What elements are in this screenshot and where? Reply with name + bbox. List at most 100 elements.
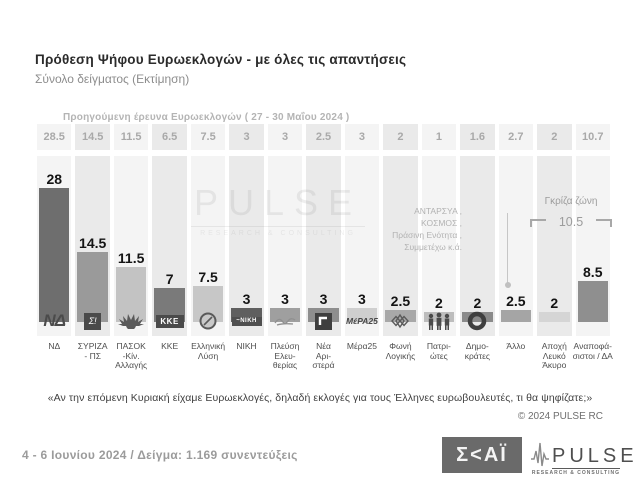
column-stripe: [460, 156, 495, 336]
column-stripe: [421, 156, 457, 336]
party-column: 1.6 2 Δημο- κράτες: [458, 110, 496, 382]
pulse-logo-word: PULSE: [552, 445, 638, 467]
party-column: 10.7 8.5 Αναποφά- σιστοι / ΔΑ: [572, 110, 613, 382]
pulse-logo-subtitle: RESEARCH & CONSULTING: [531, 470, 620, 476]
party-column: 1 2 Πατρι- ώτες: [420, 110, 458, 382]
grey-zone-bracket: 10.5: [530, 215, 612, 229]
party-column: 3 3 MέPA25 Μέρα25: [343, 110, 381, 382]
grey-zone-value: 10.5: [558, 215, 584, 229]
party-bar: [346, 308, 378, 322]
previous-survey-value: 2: [383, 124, 418, 150]
party-label: Νέα Αρι- στερά: [312, 341, 335, 370]
column-stripe: [267, 156, 303, 336]
previous-survey-value: 1.6: [460, 124, 495, 150]
previous-survey-value: 6.5: [152, 124, 187, 150]
skai-logo: Σ<ΑΪ: [442, 437, 522, 473]
bar-value-label: 2: [434, 295, 443, 311]
previous-survey-value: 3: [229, 124, 264, 150]
previous-survey-value: 7.5: [190, 124, 226, 150]
page-subtitle: Σύνολο δείγματος (Εκτίμηση): [35, 72, 190, 86]
mera25-logo: MέPA25: [346, 316, 378, 326]
party-column: 2 2.5 Φωνή Λογικής: [381, 110, 419, 382]
niki-logo: ~ΝΙΚΗ: [227, 308, 265, 334]
bar-value-label: 11.5: [117, 250, 145, 266]
bar-value-label: 8.5: [583, 264, 603, 280]
previous-survey-value: 3: [267, 124, 303, 150]
previous-survey-value: 2.7: [498, 124, 534, 150]
party-bar: [577, 281, 608, 322]
party-label: ΣΥΡΙΖΑ - ΠΣ: [77, 341, 108, 361]
plefsi-eleftherias-logo: [266, 308, 304, 334]
party-bar: [539, 312, 570, 322]
patriotes-logo: [420, 308, 458, 334]
party-label: Πλεύση Ελευ- θερίας: [270, 341, 300, 370]
bar-value-label: 3: [281, 291, 289, 307]
party-bar: [500, 310, 532, 322]
party-column: 2.7 2.5 Άλλο: [497, 110, 535, 382]
copyright-notice: © 2024 PULSE RC: [517, 411, 603, 422]
previous-survey-value: 28.5: [37, 124, 72, 150]
pasok-logo: [112, 308, 150, 334]
column-stripe: [306, 156, 341, 336]
annotation-connector-dot: [504, 282, 511, 288]
column-stripe: [344, 156, 380, 336]
party-label: Άλλο: [506, 341, 526, 351]
party-column: 11.5 11.5 ΠΑΣΟΚ -Κίν. Αλλαγής: [112, 110, 150, 382]
party-label: Ελληνική Λύση: [191, 341, 226, 361]
pulse-waveform-icon: [530, 437, 550, 467]
previous-survey-value: 10.7: [575, 124, 610, 150]
party-column: 28.5 28 ΝΔ ΝΔ: [35, 110, 73, 382]
previous-survey-header: Προηγούμενη έρευνα Ευρωεκλογών ( 27 - 30…: [63, 112, 350, 123]
bar-value-label: 2: [473, 295, 482, 311]
bar-value-label: 3: [319, 291, 328, 307]
annotation-connector-line: [507, 213, 508, 283]
survey-question: «Αν την επόμενη Κυριακή είχαμε Ευρωεκλογ…: [47, 392, 593, 404]
fieldwork-sample-info: 4 - 6 Ιουνίου 2024 / Δείγμα: 1.169 συνεν…: [22, 448, 298, 462]
grey-zone-label: Γκρίζα ζώνη: [544, 196, 598, 207]
party-label: ΚΚΕ: [161, 341, 179, 351]
elliniki-lysi-logo: [189, 308, 227, 334]
party-column: 3 3 ~ΝΙΚΗ ΝΙΚΗ: [227, 110, 265, 382]
party-bar: [115, 267, 147, 322]
bar-value-label: 7.5: [198, 269, 218, 285]
dimokrates-logo: [458, 308, 496, 334]
party-bar: [77, 252, 108, 322]
previous-survey-value: 14.5: [75, 124, 110, 150]
column-stripe: [537, 156, 572, 336]
bar-value-label: 3: [242, 291, 251, 307]
bar-value-label: 2.5: [506, 293, 526, 309]
party-column: 6.5 7 KKE ΚΚΕ: [150, 110, 188, 382]
party-label: Πατρι- ώτες: [426, 341, 451, 361]
party-label: Δημο- κράτες: [464, 341, 490, 361]
bar-value-label: 3: [358, 291, 366, 307]
party-label: Αποχή Λευκό Άκυρο: [541, 341, 567, 370]
party-bar: [39, 188, 70, 322]
party-column: 7.5 7.5 Ελληνική Λύση: [189, 110, 227, 382]
column-stripe: [498, 156, 534, 336]
syriza-logo: Σ!: [73, 308, 111, 334]
pulse-logo: PULSE RESEARCH & CONSULTING: [530, 437, 634, 476]
bar-value-label: 7: [165, 271, 174, 287]
party-label: ΠΑΣΟΚ -Κίν. Αλλαγής: [115, 341, 148, 370]
party-column: 3 3 Πλεύση Ελευ- θερίας: [266, 110, 304, 382]
grey-zone-bracket-right: [596, 219, 612, 227]
nd-logo: ΝΔ: [43, 311, 66, 330]
column-stripe: [229, 156, 264, 336]
foni-logikis-logo: [381, 308, 419, 334]
previous-survey-value: 2.5: [306, 124, 341, 150]
party-label: Αναποφά- σιστοι / ΔΑ: [572, 341, 613, 361]
nea-aristera-logo: [304, 308, 342, 334]
party-label: Φωνή Λογικής: [385, 341, 416, 361]
column-stripe: [383, 156, 418, 336]
previous-survey-value: 3: [344, 124, 380, 150]
previous-survey-value: 1: [421, 124, 457, 150]
party-label: ΝΔ: [48, 341, 61, 351]
kke-logo: KKE: [150, 308, 188, 334]
party-column: 2.5 3 Νέα Αρι- στερά: [304, 110, 342, 382]
party-label: ΝΙΚΗ: [236, 341, 257, 351]
page-title: Πρόθεση Ψήφου Ευρωεκλογών - με όλες τις …: [35, 52, 407, 67]
party-label: Μέρα25: [346, 341, 377, 351]
pulse-logo-divider: [552, 468, 620, 469]
previous-survey-value: 11.5: [113, 124, 149, 150]
